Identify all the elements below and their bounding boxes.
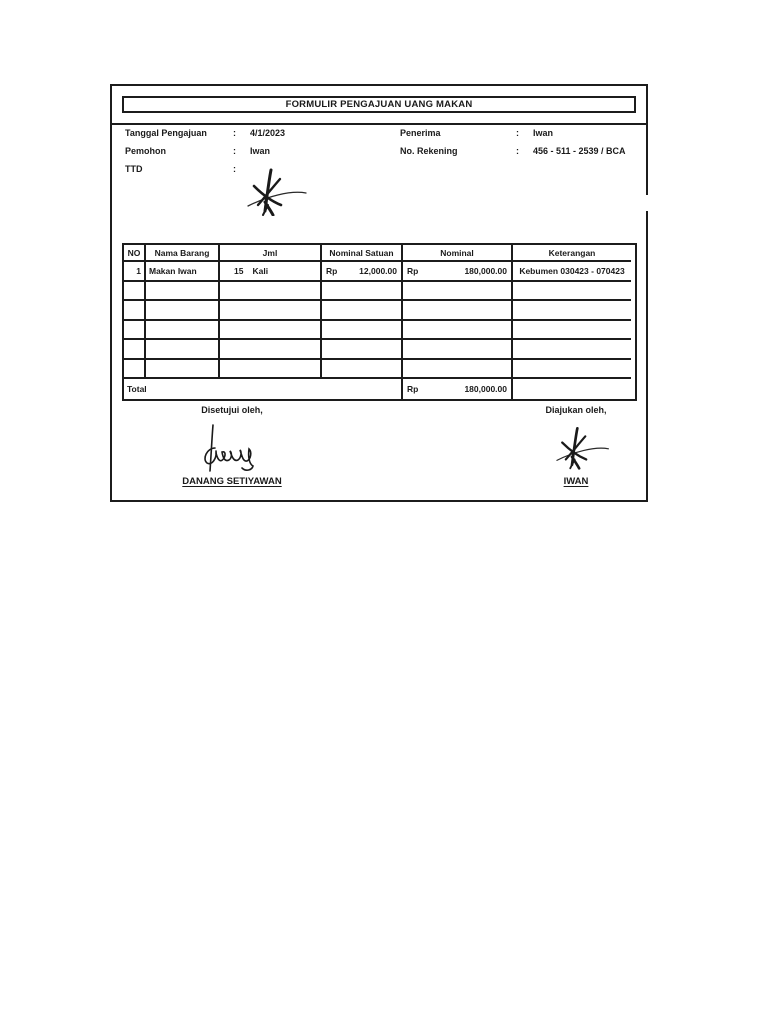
empty-cell bbox=[403, 359, 513, 379]
field-value: Iwan bbox=[250, 146, 271, 156]
col-header-jml: Jml bbox=[220, 245, 322, 262]
empty-cell bbox=[403, 281, 513, 301]
field-label: Pemohon bbox=[125, 146, 167, 156]
items-table: NO Nama Barang Jml Nominal Satuan Nomina… bbox=[122, 243, 637, 401]
currency-label: Rp bbox=[407, 265, 419, 276]
field-separator: : bbox=[516, 128, 519, 138]
empty-cell bbox=[322, 301, 403, 321]
field-value: Iwan bbox=[533, 128, 554, 138]
amount-value: 180,000.00 bbox=[464, 384, 507, 394]
empty-cell bbox=[124, 320, 146, 340]
empty-cell bbox=[220, 320, 322, 340]
empty-cell bbox=[322, 359, 403, 379]
amount-value: 12,000.00 bbox=[359, 265, 397, 276]
empty-cell bbox=[124, 359, 146, 379]
field-value: 456 - 511 - 2539 / BCA bbox=[533, 146, 626, 156]
empty-cell bbox=[322, 281, 403, 301]
submitter-name: IWAN bbox=[563, 476, 589, 487]
form-outer-border bbox=[110, 84, 648, 502]
total-label-cell: Total bbox=[124, 379, 403, 399]
empty-cell bbox=[146, 340, 220, 360]
total-keterangan-cell bbox=[513, 379, 631, 399]
total-nominal-cell: Rp 180,000.00 bbox=[403, 379, 513, 399]
empty-cell bbox=[403, 301, 513, 321]
empty-cell bbox=[146, 359, 220, 379]
field-label: Tanggal Pengajuan bbox=[125, 128, 207, 138]
empty-cell bbox=[220, 301, 322, 321]
col-header-nominal-satuan: Nominal Satuan bbox=[322, 245, 403, 262]
empty-cell bbox=[124, 340, 146, 360]
danang-handwritten-signature-icon bbox=[198, 423, 262, 473]
row1-nominal: Rp 180,000.00 bbox=[403, 262, 513, 282]
field-label: No. Rekening bbox=[400, 146, 458, 156]
form-border-gap bbox=[643, 195, 653, 211]
currency-label: Rp bbox=[326, 265, 338, 276]
empty-cell bbox=[322, 320, 403, 340]
col-header-keterangan: Keterangan bbox=[513, 245, 631, 262]
empty-cell bbox=[220, 281, 322, 301]
amount-value: 180,000.00 bbox=[464, 265, 507, 276]
row1-no: 1 bbox=[124, 262, 146, 282]
empty-cell bbox=[124, 281, 146, 301]
field-label: TTD bbox=[125, 164, 143, 174]
empty-cell bbox=[513, 282, 631, 301]
ttd-signature-icon bbox=[238, 166, 310, 216]
row1-jml-qty: 15 bbox=[234, 265, 244, 276]
iwan-handwritten-signature-icon bbox=[548, 423, 612, 471]
row1-nominal-satuan: Rp 12,000.00 bbox=[322, 262, 403, 282]
empty-cell bbox=[124, 301, 146, 321]
field-separator: : bbox=[516, 146, 519, 156]
empty-cell bbox=[146, 281, 220, 301]
empty-cell bbox=[403, 340, 513, 360]
empty-cell bbox=[220, 340, 322, 360]
empty-cell bbox=[513, 360, 631, 379]
field-separator: : bbox=[233, 146, 236, 156]
col-header-nominal: Nominal bbox=[403, 245, 513, 262]
row1-keterangan: Kebumen 030423 - 070423 bbox=[513, 262, 631, 282]
empty-cell bbox=[220, 359, 322, 379]
col-header-no: NO bbox=[124, 245, 146, 262]
field-ttd: TTD : bbox=[125, 163, 250, 175]
field-no-rekening: No. Rekening : 456 - 511 - 2539 / BCA bbox=[400, 145, 626, 157]
empty-cell bbox=[513, 301, 631, 321]
submitter-caption: Diajukan oleh, bbox=[545, 405, 607, 415]
empty-cell bbox=[322, 340, 403, 360]
approver-name: DANANG SETIYAWAN bbox=[182, 476, 282, 487]
field-pemohon: Pemohon : Iwan bbox=[125, 145, 270, 157]
field-penerima: Penerima : Iwan bbox=[400, 127, 553, 139]
field-label: Penerima bbox=[400, 128, 441, 138]
row1-jml-unit: Kali bbox=[252, 265, 269, 276]
approver-caption: Disetujui oleh, bbox=[201, 405, 263, 415]
row1-nama-barang: Makan Iwan bbox=[146, 262, 220, 282]
col-header-nama-barang: Nama Barang bbox=[146, 245, 220, 262]
row1-jml: 15 Kali bbox=[220, 262, 322, 282]
empty-cell bbox=[513, 340, 631, 360]
form-title-box: FORMULIR PENGAJUAN UANG MAKAN bbox=[122, 96, 636, 113]
field-value: 4/1/2023 bbox=[250, 128, 286, 138]
currency-label: Rp bbox=[407, 384, 419, 394]
empty-cell bbox=[513, 321, 631, 340]
title-divider-line bbox=[110, 123, 648, 125]
field-separator: : bbox=[233, 128, 236, 138]
field-tanggal-pengajuan: Tanggal Pengajuan : 4/1/2023 bbox=[125, 127, 285, 139]
empty-cell bbox=[146, 301, 220, 321]
empty-cell bbox=[403, 320, 513, 340]
form-title: FORMULIR PENGAJUAN UANG MAKAN bbox=[285, 99, 473, 110]
field-separator: : bbox=[233, 164, 236, 174]
empty-cell bbox=[146, 320, 220, 340]
